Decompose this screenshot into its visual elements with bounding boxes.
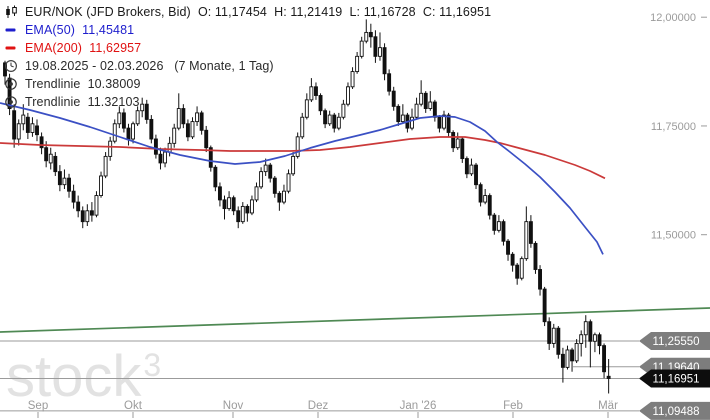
green-trendline[interactable]: [0, 307, 710, 333]
svg-text:Feb: Feb: [503, 400, 523, 412]
svg-text:Dez: Dez: [308, 400, 329, 412]
legend-row-instrument: EUR/NOK (JFD Brokers, Bid) O: 11,17454 H…: [4, 3, 491, 21]
target-icon: [5, 96, 17, 108]
svg-text:11,50000: 11,50000: [651, 230, 696, 242]
svg-text:Nov: Nov: [223, 400, 244, 412]
clock-icon: [4, 59, 18, 73]
legend-row-trendline-2[interactable]: Trendlinie 11.32103: [4, 93, 491, 111]
legend-row-ema50[interactable]: EMA(50) 11,45481: [4, 21, 491, 39]
svg-text:12,00000: 12,00000: [650, 12, 696, 24]
legend-row-daterange: 19.08.2025 - 02.03.2026 (7 Monate, 1 Tag…: [4, 57, 491, 75]
svg-text:Sep: Sep: [28, 400, 48, 412]
legend-row-trendline-1[interactable]: Trendlinie 10.38009: [4, 75, 491, 93]
ema50-line[interactable]: [0, 102, 604, 255]
svg-text:Mär: Mär: [598, 400, 618, 412]
trendline2-label: Trendlinie 11.32103: [25, 95, 140, 109]
svg-text:11,16951: 11,16951: [652, 373, 699, 385]
legend-row-ema200[interactable]: EMA(200) 11,62957: [4, 39, 491, 57]
svg-text:11,75000: 11,75000: [651, 121, 696, 133]
watermark-text: stock: [6, 344, 142, 409]
target-icon: [5, 78, 17, 90]
trendline1-label: Trendlinie 10.38009: [25, 77, 141, 91]
svg-text:Okt: Okt: [124, 400, 143, 412]
watermark: stock3: [6, 338, 162, 406]
ema200-label: EMA(200) 11,62957: [25, 41, 142, 55]
svg-text:11,09488: 11,09488: [652, 406, 699, 418]
ema200-line[interactable]: [0, 136, 606, 180]
svg-text:Jan '26: Jan '26: [400, 400, 437, 412]
y-axis[interactable]: 12,00000 11,75000 11,50000: [650, 12, 707, 242]
date-range-label: 19.08.2025 - 02.03.2026 (7 Monate, 1 Tag…: [25, 59, 274, 73]
svg-text:11,25550: 11,25550: [652, 336, 699, 348]
ema200-dash-icon: [5, 46, 16, 50]
chart-legend: EUR/NOK (JFD Brokers, Bid) O: 11,17454 H…: [4, 3, 491, 111]
candlestick-icon: [6, 5, 17, 18]
x-axis[interactable]: Sep Okt Nov Dez Jan '26 Feb Mär: [28, 400, 618, 418]
ema50-dash-icon: [5, 28, 16, 32]
instrument-ohlc-text: EUR/NOK (JFD Brokers, Bid) O: 11,17454 H…: [25, 5, 492, 19]
watermark-superscript: 3: [143, 347, 162, 383]
price-level-lines[interactable]: [0, 340, 639, 412]
ema50-label: EMA(50) 11,45481: [25, 23, 135, 37]
